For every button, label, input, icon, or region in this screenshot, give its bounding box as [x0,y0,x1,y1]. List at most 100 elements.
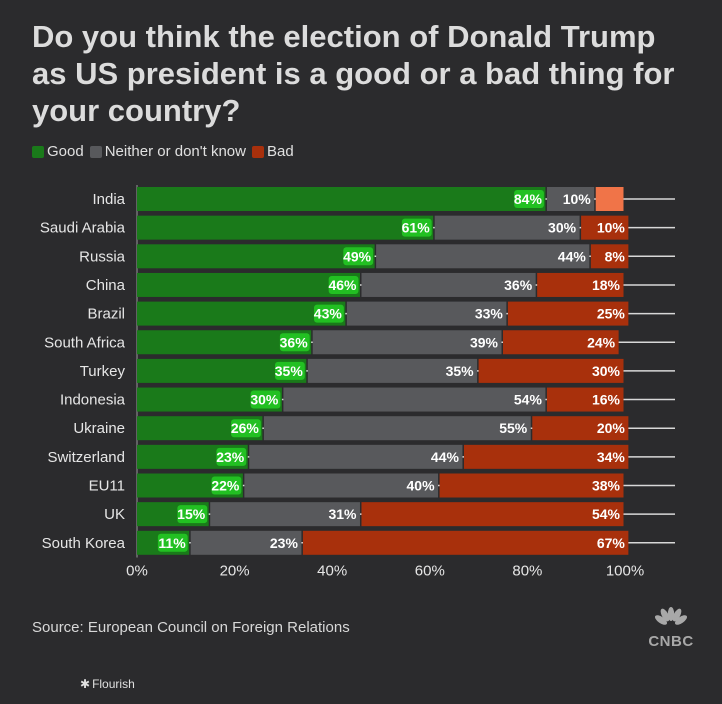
category-label-south-korea: South Korea [42,535,126,552]
data-label-neither-or-don-t-know-indonesia: 54% [514,392,543,408]
bar-neither-or-don-t-know-eu11 [244,473,439,498]
credit-label: Flourish [92,677,135,691]
data-label-bg-good-switzerland [216,447,247,466]
legend-label-neither: Neither or don't know [104,143,246,160]
legend: Good Neither or don't know Bad [32,143,300,160]
bar-good-saudi-arabia [137,215,434,240]
bar-neither-or-don-t-know-switzerland [249,444,463,469]
data-label-bg-good-russia [343,247,374,266]
x-tick-label-40: 40% [317,562,347,579]
legend-swatch-neither [89,145,102,158]
bar-bad-saudi-arabia [581,215,629,240]
data-label-good-south-africa: 36% [280,334,309,350]
data-label-neither-or-don-t-know-turkey: 35% [446,363,475,379]
bar-neither-or-don-t-know-india [546,187,595,211]
bar-bad-switzerland [463,444,629,469]
data-label-neither-or-don-t-know-brazil: 33% [475,306,504,322]
legend-label-good: Good [47,143,84,160]
peacock-icon [654,607,688,625]
bar-good-india [137,187,546,211]
data-label-good-russia: 49% [343,248,372,264]
data-label-good-china: 46% [328,277,357,293]
data-label-bad-russia: 8% [605,248,626,264]
bar-bad-brazil [507,301,629,326]
data-label-good-saudi-arabia: 61% [402,220,431,236]
data-label-good-indonesia: 30% [250,392,279,408]
x-tick-label-20: 20% [220,562,250,579]
bar-good-russia [137,244,375,269]
x-tick-label-100: 100% [606,562,644,579]
legend-item-good: Good [32,143,84,160]
category-label-turkey: Turkey [80,363,126,380]
logo-text: CNBC [648,633,694,650]
data-label-bad-eu11: 38% [592,478,621,494]
x-tick-label-0: 0% [126,562,148,579]
category-label-ukraine: Ukraine [73,420,125,437]
category-label-saudi-arabia: Saudi Arabia [40,220,126,237]
data-label-neither-or-don-t-know-south-africa: 39% [470,334,499,350]
data-label-bad-south-korea: 67% [597,535,626,551]
bar-neither-or-don-t-know-saudi-arabia [434,215,580,240]
data-label-bad-indonesia: 16% [592,392,621,408]
data-label-bg-good-eu11 [211,476,242,495]
source-note: Source: European Council on Foreign Rela… [32,619,350,636]
category-label-india: India [92,191,125,208]
bar-good-china [137,272,360,297]
data-label-bg-good-uk [177,505,208,524]
data-label-bg-good-saudi-arabia [401,218,432,237]
data-label-bg-good-south-africa [279,333,310,352]
flourish-credit[interactable]: ✱ Flourish [80,677,135,691]
data-label-neither-or-don-t-know-south-korea: 23% [270,535,299,551]
bar-neither-or-don-t-know-uk [210,502,360,527]
data-label-good-switzerland: 23% [216,449,245,465]
bar-bad-india [595,187,624,211]
data-label-bg-good-ukraine [231,419,261,438]
category-label-eu11: EU11 [89,478,125,495]
data-label-bad-brazil: 25% [597,306,626,322]
data-label-good-turkey: 35% [275,363,304,379]
data-label-bg-good-indonesia [250,390,281,409]
data-label-bad-ukraine: 20% [597,420,626,436]
x-tick-label-80: 80% [512,562,542,579]
bar-neither-or-don-t-know-turkey [307,358,478,383]
legend-swatch-bad [251,145,264,158]
legend-swatch-good [32,145,44,158]
data-label-bg-good-brazil [314,304,344,323]
data-label-bad-china: 18% [592,277,621,293]
bar-neither-or-don-t-know-ukraine [263,416,531,441]
data-label-bg-good-china [328,275,359,294]
data-label-bad-south-africa: 24% [587,334,616,350]
data-label-bg-good-india [514,190,544,208]
bar-neither-or-don-t-know-brazil [346,301,507,326]
flourish-star-icon: ✱ [80,677,91,691]
data-label-bad-turkey: 30% [592,363,621,379]
category-label-south-africa: South Africa [44,334,126,351]
bar-bad-turkey [478,358,624,383]
bar-neither-or-don-t-know-indonesia [283,387,546,412]
bar-neither-or-don-t-know-russia [376,244,590,269]
category-label-russia: Russia [79,248,126,265]
data-label-good-india: 84% [514,191,543,207]
legend-item-neither: Neither or don't know [89,143,246,160]
chart-title: Do you think the election of Donald Trum… [32,19,675,128]
data-label-bad-switzerland: 34% [597,449,626,465]
bar-bad-uk [361,502,624,527]
data-label-good-brazil: 43% [314,306,343,322]
bar-bad-south-korea [302,530,629,555]
data-label-bg-good-turkey [275,361,305,380]
bar-bad-russia [590,244,629,269]
category-label-uk: UK [104,506,125,523]
data-label-good-south-korea: 11% [158,535,186,551]
cnbc-logo: CNBC [646,606,696,650]
data-label-neither-or-don-t-know-india: 10% [563,191,592,207]
data-label-good-uk: 15% [177,506,206,522]
bar-neither-or-don-t-know-south-africa [312,330,502,355]
data-label-neither-or-don-t-know-russia: 44% [558,248,587,264]
legend-label-bad: Bad [266,143,294,160]
data-label-good-eu11: 22% [211,478,240,494]
category-label-china: China [86,277,126,294]
bar-neither-or-don-t-know-china [361,272,536,297]
data-label-neither-or-don-t-know-eu11: 40% [407,478,436,494]
data-label-neither-or-don-t-know-uk: 31% [328,506,357,522]
data-label-bad-uk: 54% [592,506,621,522]
